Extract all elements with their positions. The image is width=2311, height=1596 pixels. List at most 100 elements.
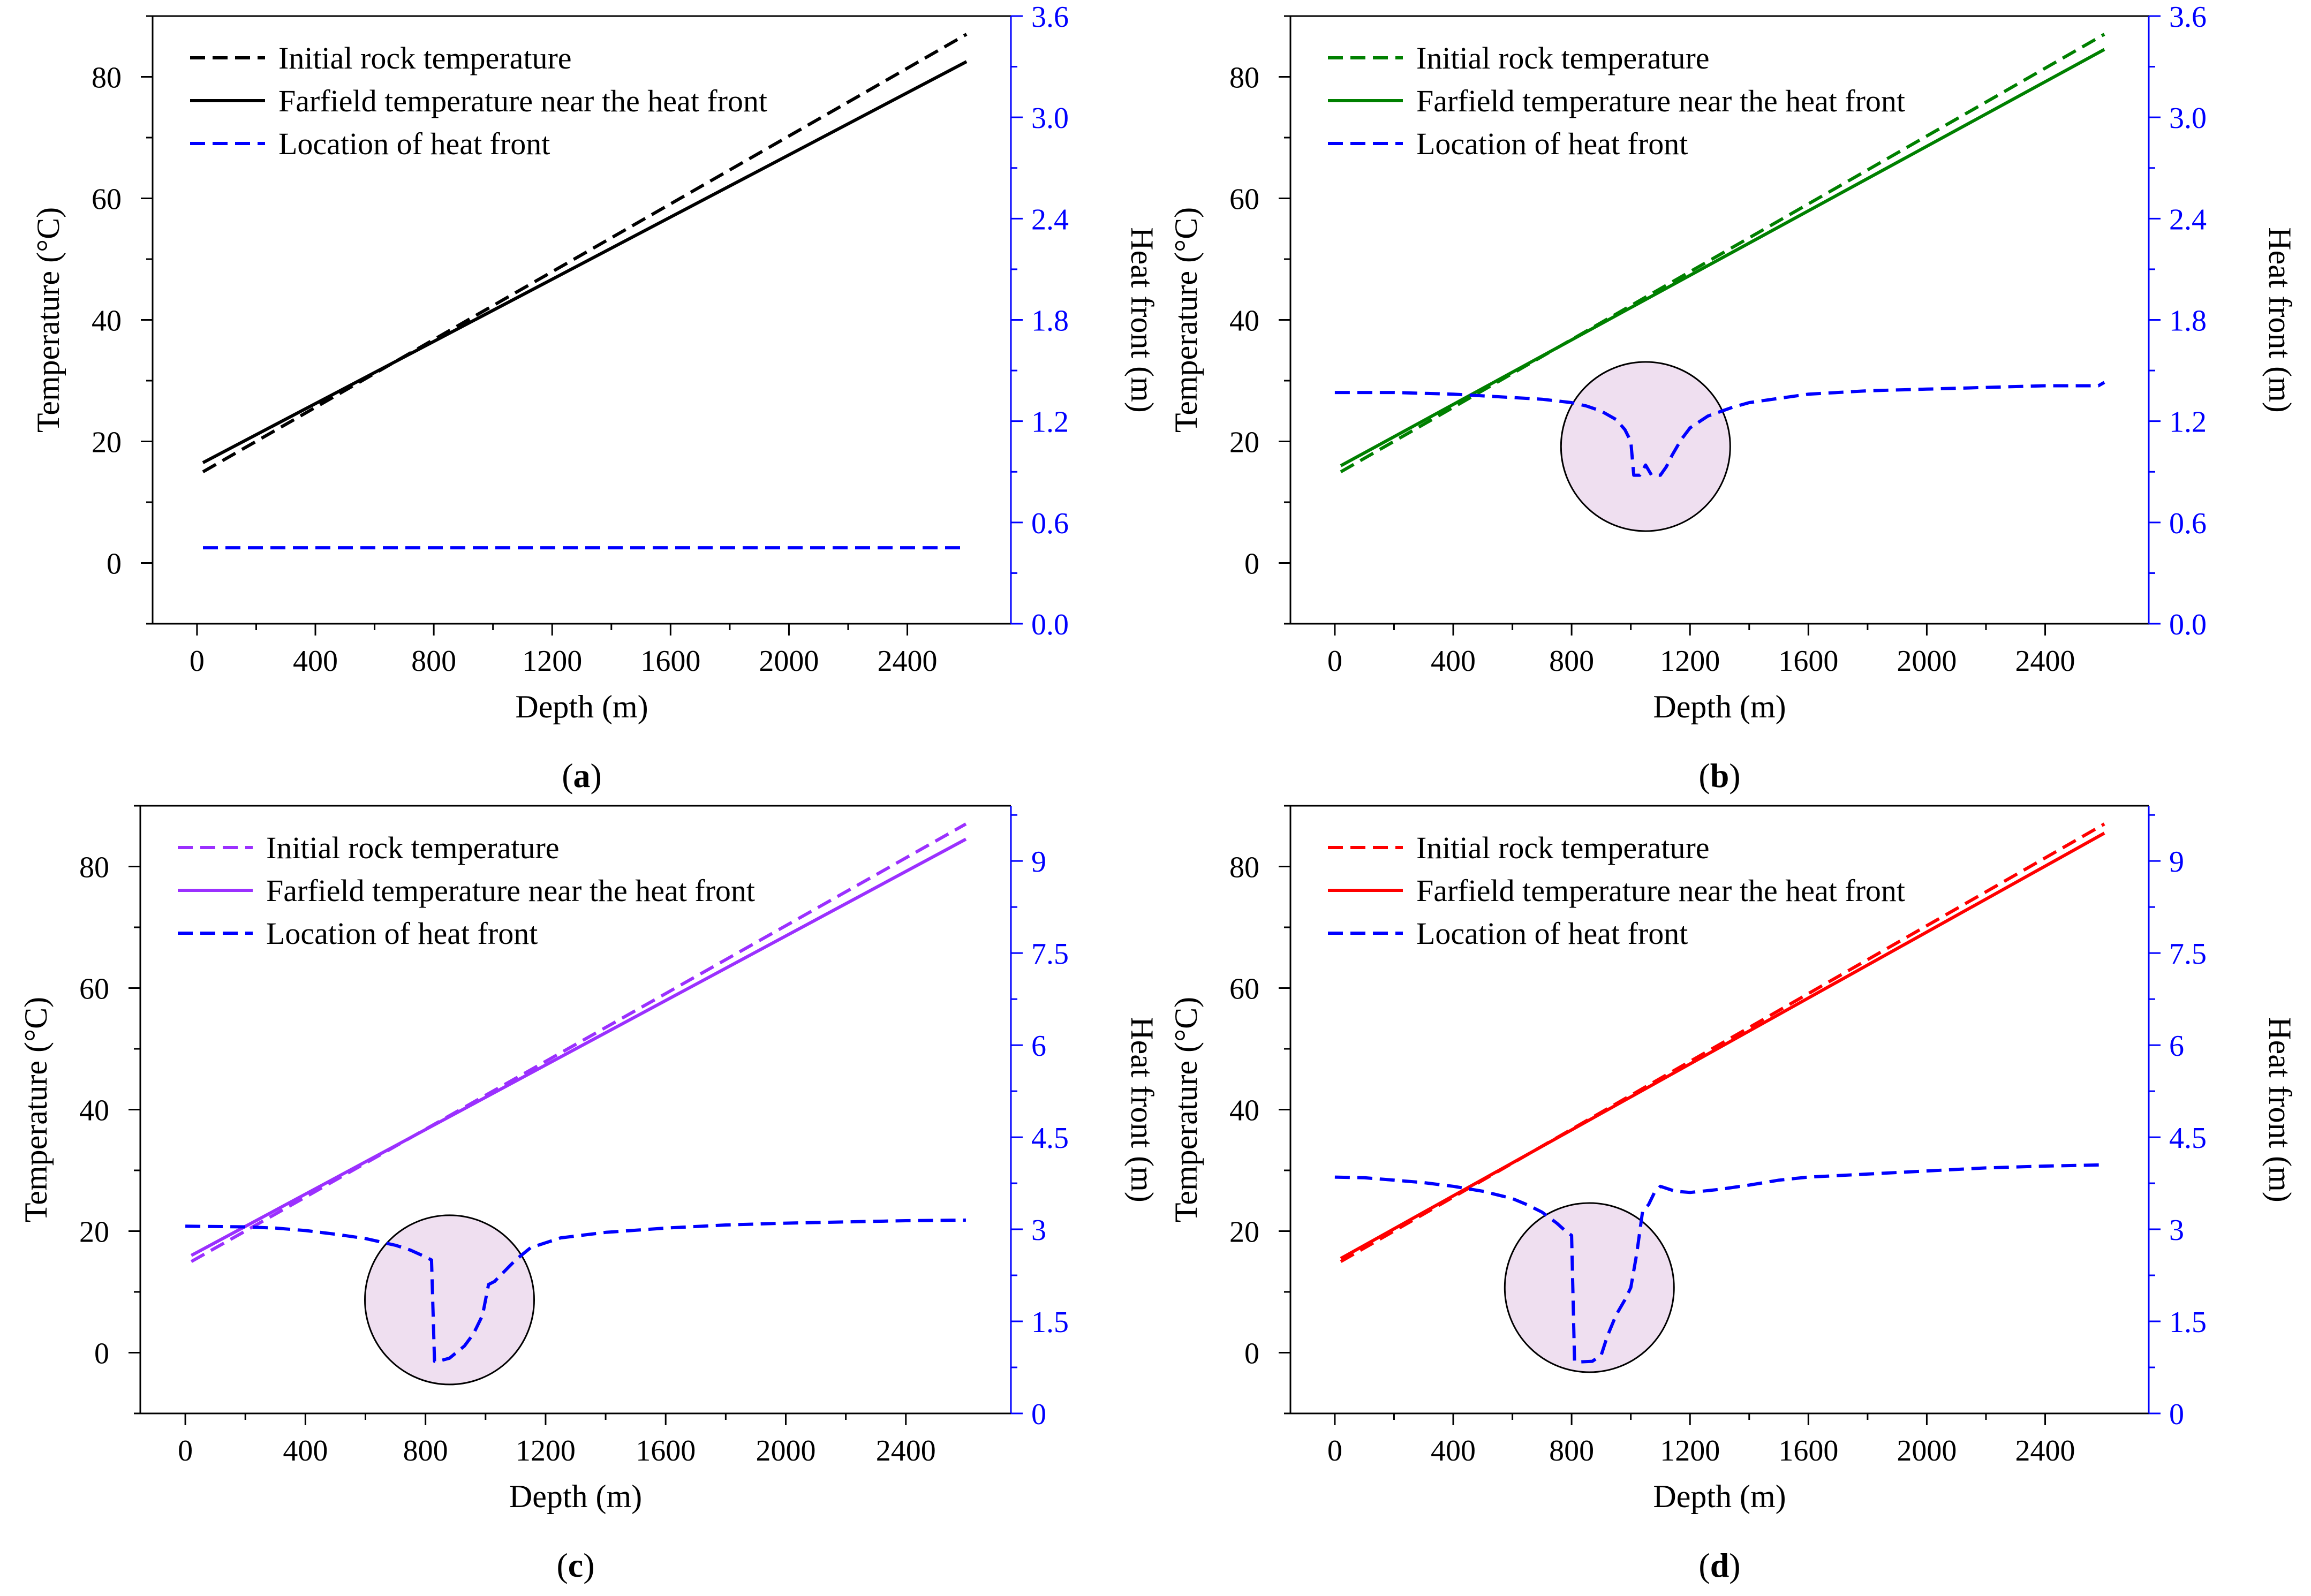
y2-tick-label: 1.5 — [1031, 1306, 1069, 1339]
series-line-farfield-temperature — [1340, 831, 2105, 1260]
x-tick-label: 2400 — [2015, 645, 2075, 678]
y2-tick-label: 0.6 — [2169, 507, 2207, 540]
y2-tick-label: 9 — [1031, 845, 1046, 879]
y2-tick-label: 1.2 — [1031, 406, 1069, 439]
highlight-circle — [364, 1214, 535, 1386]
series-line-farfield-temperature — [202, 60, 968, 464]
chart-panel-3: 0 400 800 1200 1600 2000 240002040608001.534.5… — [18, 805, 1160, 1584]
series-line-heat-front-location — [185, 1218, 966, 1363]
y2-tick-label: 3 — [1031, 1214, 1046, 1247]
legend-entry: Location of heat front — [266, 916, 538, 951]
legend-entry: Initial rock temperature — [266, 830, 560, 865]
x-axis-label: Depth (m) — [509, 1479, 642, 1514]
x-tick-label: 0 — [1327, 1434, 1342, 1468]
y2-tick-label: 0.0 — [2169, 608, 2207, 641]
x-tick-label: 1200 — [1660, 645, 1720, 678]
x-tick-label: 400 — [1431, 1434, 1476, 1468]
y-tick-label: 20 — [79, 1216, 109, 1249]
y2-tick-label: 1.8 — [1031, 305, 1069, 338]
y-tick-label: 40 — [92, 305, 122, 338]
legend-entry: Location of heat front — [1416, 916, 1688, 951]
y-tick-label: 80 — [1229, 851, 1259, 884]
x-tick-label: 800 — [1549, 645, 1594, 678]
x-tick-label: 2000 — [756, 1434, 815, 1468]
x-tick-label: 800 — [1549, 1434, 1594, 1468]
legend-entry: Initial rock temperature — [1416, 830, 1710, 865]
y2-axis-label: Heat front (m) — [1124, 1017, 1160, 1202]
x-tick-label: 400 — [283, 1434, 328, 1468]
y2-tick-label: 1.5 — [2169, 1306, 2207, 1339]
y-tick-label: 60 — [92, 183, 122, 216]
series-line-farfield-temperature — [190, 837, 967, 1257]
y-tick-label: 60 — [1229, 183, 1259, 216]
y-tick-label: 80 — [1229, 62, 1259, 95]
x-tick-label: 0 — [1327, 645, 1342, 678]
y2-tick-label: 4.5 — [2169, 1122, 2207, 1155]
y2-tick-label: 3.0 — [1031, 102, 1069, 135]
panel-label: (a) — [562, 757, 602, 795]
y2-tick-label: 3.0 — [2169, 102, 2207, 135]
panel-label: (d) — [1698, 1546, 1740, 1584]
y2-tick-label: 0.6 — [1031, 507, 1069, 540]
x-tick-label: 2400 — [2015, 1434, 2075, 1468]
y-tick-label: 80 — [92, 62, 122, 95]
y-tick-label: 80 — [79, 851, 109, 884]
series-line-heat-front-location — [1334, 1163, 2105, 1364]
y2-tick-label: 0 — [2169, 1398, 2184, 1431]
chart-panel-2: 0 400 800 1200 1600 2000 2400 0 20 40 60 80 0.0 0.6 1.… — [1168, 1, 2298, 795]
series-line-initial-rock-temperature — [202, 33, 968, 473]
series-line-initial-rock-temperature — [190, 822, 967, 1263]
y-tick-label: 20 — [1229, 426, 1259, 459]
panel-label: (b) — [1698, 757, 1740, 795]
y-axis-label: Temperature (°C) — [1168, 207, 1204, 433]
y-tick-label: 20 — [1229, 1216, 1259, 1249]
y-axis-label: Temperature (°C) — [31, 207, 66, 433]
x-tick-label: 2000 — [1897, 1434, 1957, 1468]
chart-panel-4: 0 400 800 1200 1600 2000 240002040608001.534.5… — [1168, 805, 2298, 1584]
x-tick-label: 1600 — [640, 645, 700, 678]
x-tick-label: 1600 — [636, 1434, 696, 1468]
y2-axis-label: Heat front (m) — [2262, 227, 2298, 413]
legend-entry: Location of heat front — [1416, 126, 1688, 161]
y2-axis-label: Heat front (m) — [2262, 1017, 2298, 1202]
x-axis-label: Depth (m) — [1653, 1479, 1786, 1514]
y-tick-label: 40 — [79, 1094, 109, 1128]
y2-tick-label: 2.4 — [1031, 203, 1069, 236]
y2-tick-label: 3.6 — [2169, 1, 2207, 34]
chart-panel-1: 0 400 800 1200 1600 2000 2400 0 20 40 60 80 0.0 0.6 1.… — [31, 1, 1160, 795]
legend-entry: Initial rock temperature — [278, 41, 572, 75]
y2-tick-label: 7.5 — [1031, 937, 1069, 971]
x-tick-label: 2400 — [878, 645, 938, 678]
y2-axis-label: Heat front (m) — [1124, 227, 1160, 413]
legend-entry: Farfield temperature near the heat front — [266, 873, 755, 908]
y2-tick-label: 6 — [2169, 1030, 2184, 1063]
legend-entry: Farfield temperature near the heat front — [1416, 873, 1905, 908]
y-axis-label: Temperature (°C) — [18, 997, 54, 1222]
series-line-heat-front-location — [1334, 381, 2105, 477]
y2-tick-label: 4.5 — [1031, 1122, 1069, 1155]
x-tick-label: 1200 — [522, 645, 582, 678]
series-line-initial-rock-temperature — [1340, 33, 2105, 473]
panel-label: (c) — [556, 1546, 594, 1584]
x-tick-label: 1600 — [1778, 1434, 1838, 1468]
x-tick-label: 1200 — [1660, 1434, 1720, 1468]
y-axis-label: Temperature (°C) — [1168, 997, 1204, 1222]
x-tick-label: 400 — [293, 645, 338, 678]
x-tick-label: 0 — [178, 1434, 193, 1468]
y-tick-label: 60 — [79, 973, 109, 1006]
legend-entry: Farfield temperature near the heat front — [278, 84, 767, 118]
x-tick-label: 1200 — [516, 1434, 576, 1468]
x-tick-label: 2000 — [759, 645, 819, 678]
y2-tick-label: 0.0 — [1031, 608, 1069, 641]
y-tick-label: 0 — [94, 1337, 109, 1371]
series-line-farfield-temperature — [1340, 48, 2105, 467]
x-tick-label: 0 — [190, 645, 205, 678]
y-tick-label: 40 — [1229, 1094, 1259, 1128]
y2-tick-label: 7.5 — [2169, 937, 2207, 971]
y2-tick-label: 0 — [1031, 1398, 1046, 1431]
y2-tick-label: 6 — [1031, 1030, 1046, 1063]
y-tick-label: 0 — [1244, 548, 1259, 581]
x-tick-label: 2400 — [876, 1434, 936, 1468]
y-tick-label: 0 — [107, 548, 122, 581]
